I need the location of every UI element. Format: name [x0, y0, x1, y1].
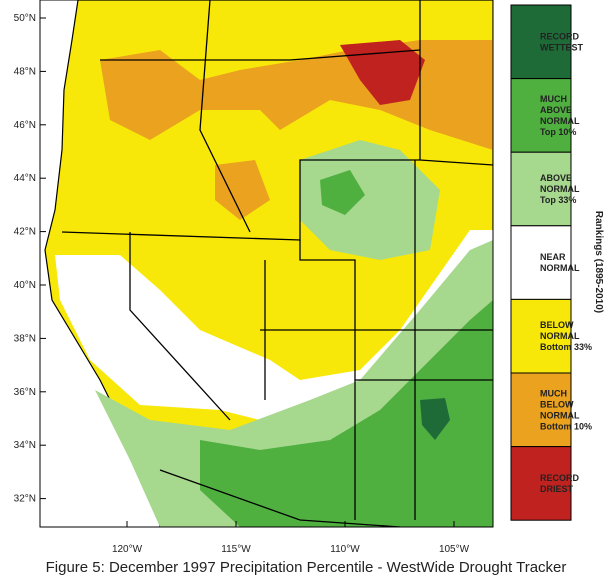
lat-label: 42°N [14, 227, 36, 238]
legend-label: Top 10% [540, 127, 576, 137]
much-above-south [200, 300, 493, 527]
legend-label: ABOVE [540, 105, 572, 115]
legend-label: BELOW [540, 399, 574, 409]
below-normal-idaho [215, 160, 270, 220]
legend-swatch [510, 151, 572, 227]
legend-label: BELOW [540, 320, 574, 330]
legend-label: NORMAL [540, 184, 580, 194]
legend-label: DRIEST [540, 484, 574, 494]
much-above-wyoming [320, 170, 365, 215]
legend-swatch [510, 298, 572, 374]
lat-label: 32°N [14, 494, 36, 505]
legend-label: NEAR [540, 252, 566, 262]
lat-label: 46°N [14, 120, 36, 131]
lon-label: 115°W [221, 544, 251, 555]
legend-label: ABOVE [540, 173, 572, 183]
lat-label: 44°N [14, 173, 36, 184]
legend-label: MUCH [540, 388, 567, 398]
lat-label: 36°N [14, 387, 36, 398]
legend-label: Bottom 33% [540, 342, 592, 352]
lon-label: 110°W [330, 544, 360, 555]
lat-label: 50°N [14, 13, 36, 24]
map [44, 0, 493, 527]
caption: Figure 5: December 1997 Precipitation Pe… [46, 559, 567, 576]
lon-label: 105°W [439, 544, 470, 555]
above-normal-wyoming [300, 140, 440, 260]
legend-label: WETTEST [540, 42, 583, 52]
lat-label: 38°N [14, 333, 36, 344]
legend-label: NORMAL [540, 410, 580, 420]
legend-swatch [510, 4, 572, 80]
legend-label: MUCH [540, 94, 567, 104]
legend-swatch [510, 78, 572, 153]
legend-label: RECORD [540, 473, 580, 483]
record-wettest [420, 398, 450, 440]
legend-swatch [510, 372, 572, 448]
lat-label: 48°N [14, 66, 36, 77]
lat-label: 34°N [14, 440, 36, 451]
legend-label: Bottom 10% [540, 421, 592, 431]
lat-label: 40°N [14, 280, 36, 291]
axes: 50°N 48°N 46°N 44°N 42°N 40°N 38°N 36°N 34°N 32°N… [14, 13, 470, 555]
record-driest [340, 40, 425, 105]
legend-swatch [510, 446, 572, 521]
legend-label: RECORD [540, 31, 580, 41]
legend-label: NORMAL [540, 116, 580, 126]
state-borders [61, 0, 493, 527]
legend-title: Rankings (1895-2010) [593, 211, 604, 313]
legend-swatch [510, 225, 572, 300]
legend-label: NORMAL [540, 263, 580, 273]
lon-label: 120°W [112, 544, 143, 555]
legend-label: NORMAL [540, 331, 580, 341]
map-frame [39, 0, 494, 528]
legend-label: Top 33% [540, 195, 576, 205]
